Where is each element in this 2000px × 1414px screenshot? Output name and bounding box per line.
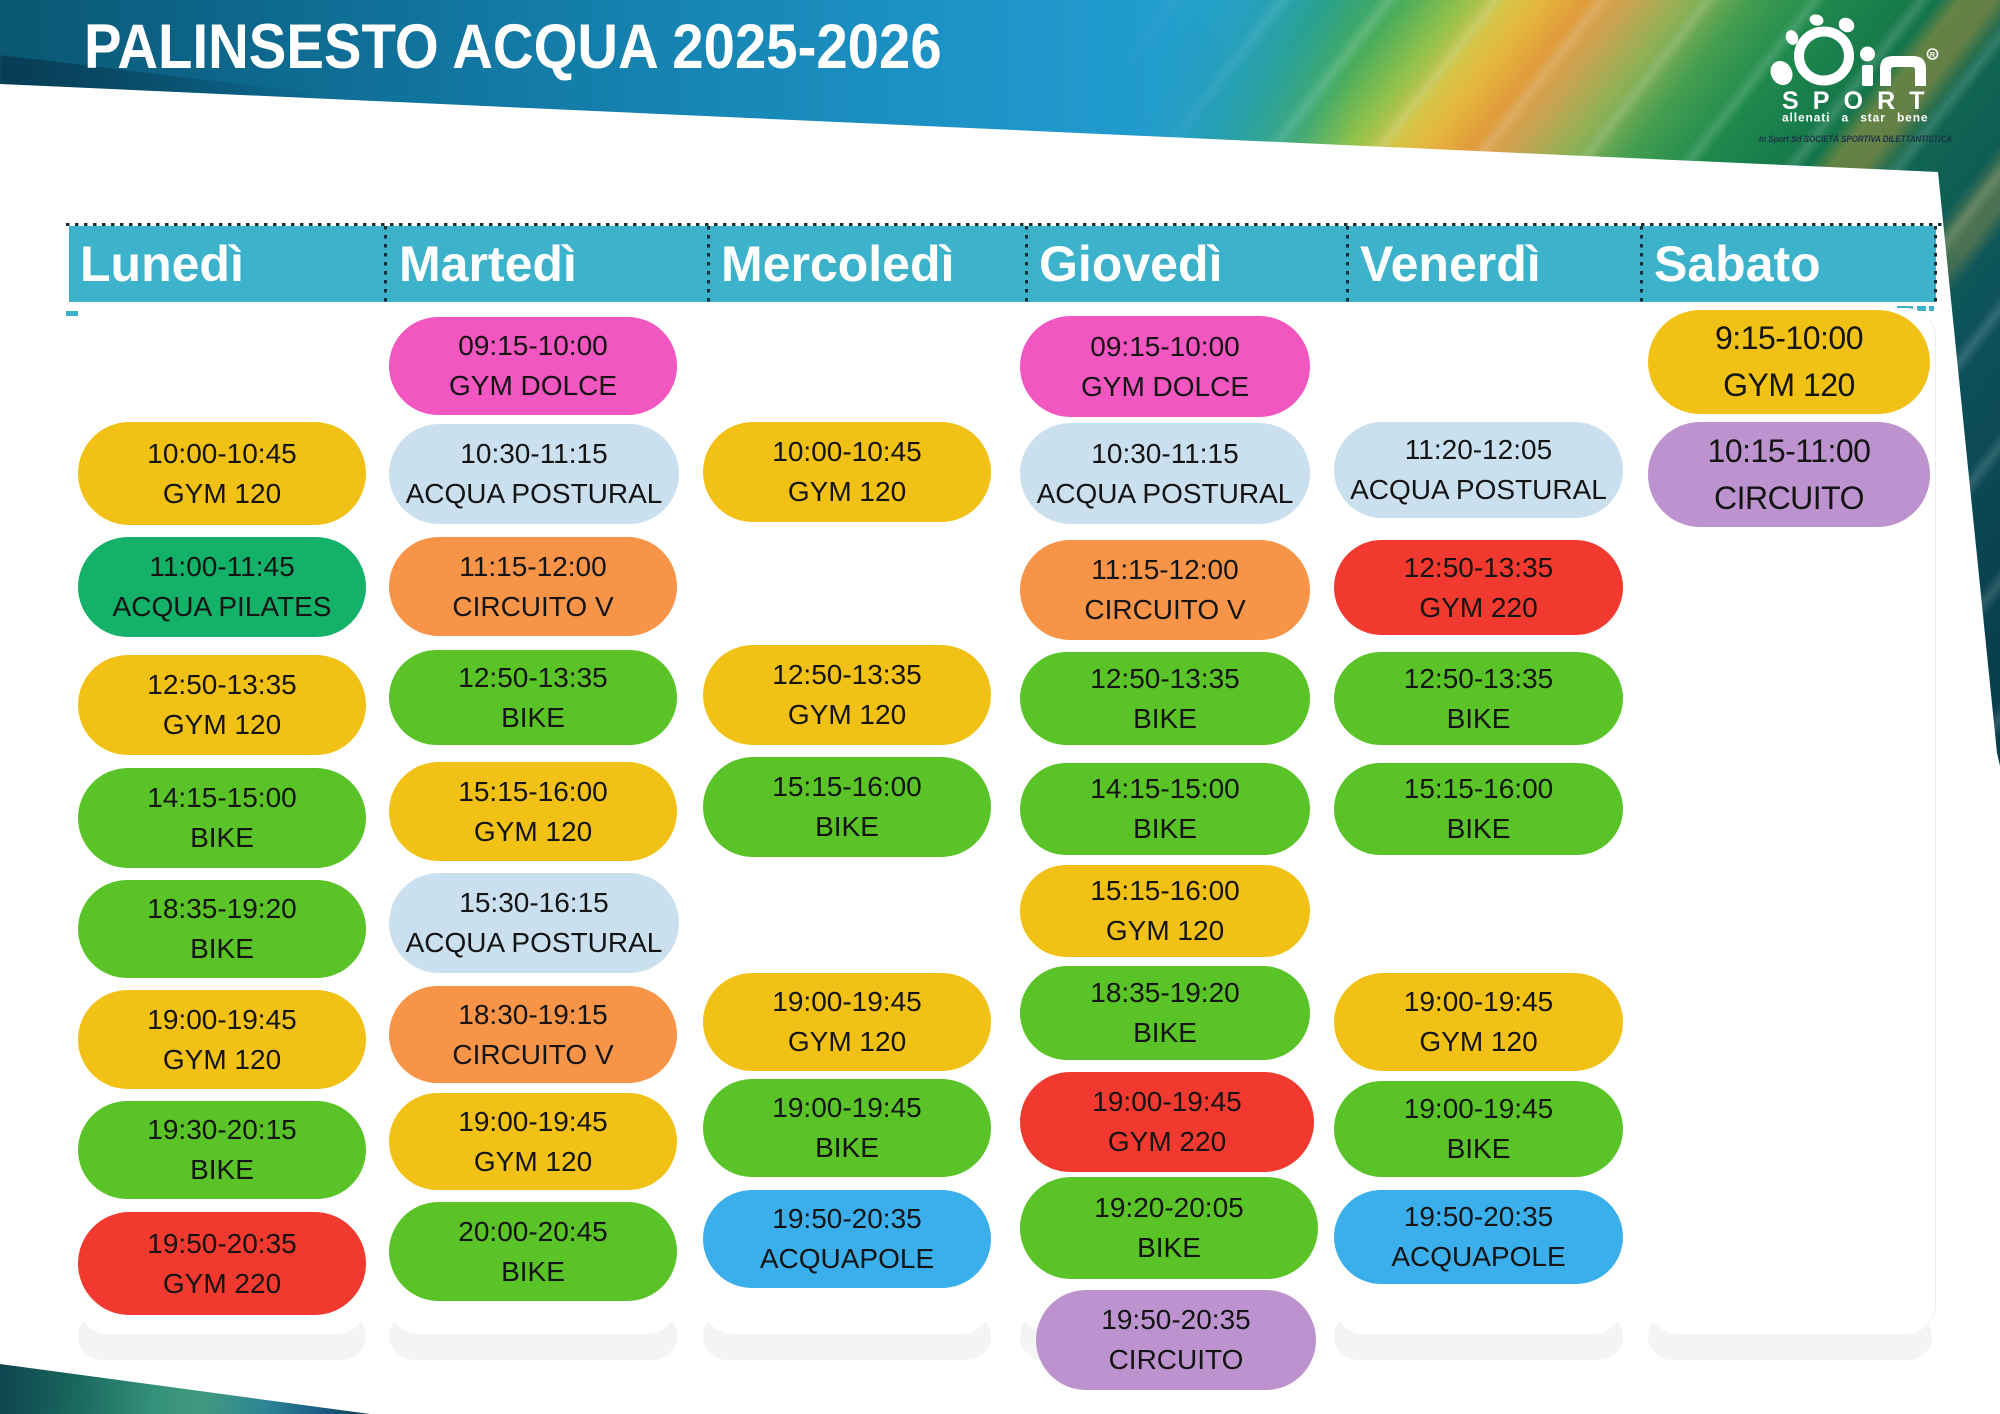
svg-text:allenati a star bene: allenati a star bene [1782, 111, 1930, 125]
svg-text:R: R [1930, 50, 1936, 59]
svg-text:In Sport Srl SOCIETÀ SPORTIVA: In Sport Srl SOCIETÀ SPORTIVA DILETTANTI… [1759, 134, 1952, 144]
svg-text:SPORT: SPORT [1782, 87, 1938, 115]
